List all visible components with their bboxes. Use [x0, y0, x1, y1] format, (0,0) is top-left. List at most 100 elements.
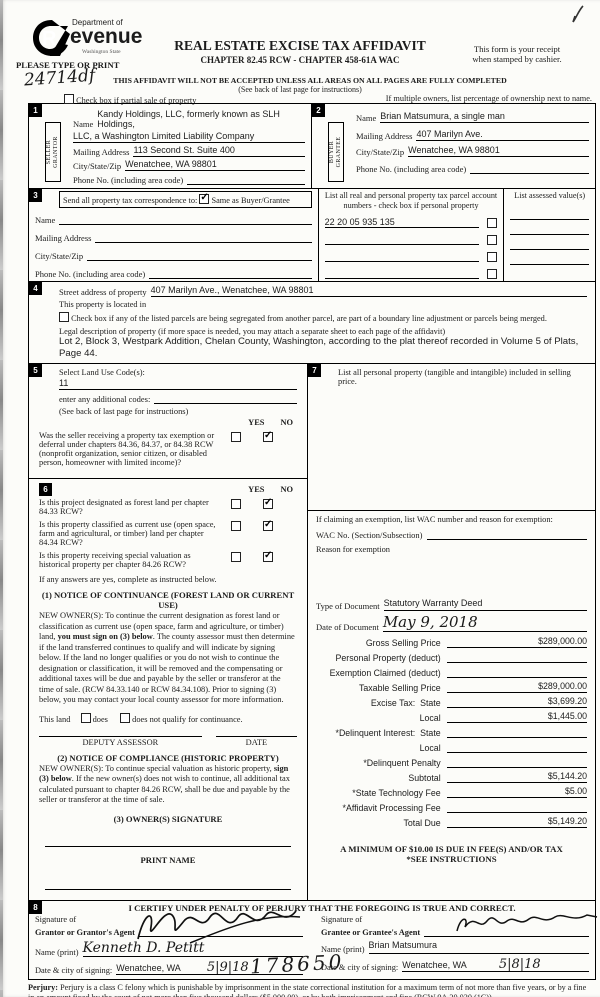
partial-sale-checkbox[interactable] [64, 94, 74, 104]
see-back-instructions: (See back of last page for instructions) [59, 407, 189, 416]
section-1-badge: 1 [29, 104, 42, 117]
historic-no-checkbox[interactable] [263, 550, 274, 562]
notice2-bold: sign (3) below [39, 763, 289, 784]
buyer-name-label: Name [356, 113, 377, 123]
parcel-numbers-column: List all real and personal property tax … [317, 189, 505, 281]
buyer-name-field[interactable]: Brian Matsumura, a single man [380, 111, 589, 123]
delinquent-interest-local-field[interactable] [446, 741, 587, 753]
reason-label: Reason for exemption [316, 545, 390, 554]
grantee-name-print-value: Brian Matsumura [368, 939, 438, 950]
corr-mailing-label: Mailing Address [35, 233, 92, 243]
historic-yes-checkbox[interactable] [231, 552, 242, 562]
additional-codes-field[interactable] [154, 392, 298, 404]
delinquent-penalty-field[interactable] [446, 756, 587, 768]
seller-city-field[interactable]: Wenatchee, WA 98801 [125, 159, 305, 171]
assessed-field-1[interactable] [510, 205, 589, 220]
seller-mailing-field[interactable]: 113 Second St. Suite 400 [133, 145, 305, 157]
forest-no-checkbox[interactable] [263, 497, 274, 509]
section-7-badge: 7 [308, 364, 322, 377]
grantee-signature-field[interactable] [424, 924, 589, 937]
partial-sale-label: Check box if partial sale of property [76, 96, 197, 105]
corr-mailing-field[interactable] [95, 231, 312, 243]
same-as-buyer-checkbox[interactable] [199, 192, 210, 204]
treasurer-stamp-number: 178650 [249, 949, 345, 979]
corr-phone-field[interactable] [149, 267, 312, 279]
grantee-date-field[interactable]: Wenatchee, WA 5|8|18 [402, 957, 589, 972]
parcel-field-4[interactable] [324, 268, 480, 279]
owner-signature-field[interactable] [45, 824, 292, 847]
state-technology-fee-field[interactable]: $5.00 [446, 786, 587, 798]
subtotal-field[interactable]: $5,144.20 [446, 771, 587, 783]
parcel-personal-checkbox-3[interactable] [487, 251, 498, 262]
parcel-field-3[interactable] [324, 251, 480, 262]
exemption-claimed-field[interactable] [446, 666, 587, 678]
print-name-field[interactable] [45, 865, 292, 890]
grantor-signature-icon [137, 909, 301, 944]
land-use-field[interactable]: 11 [59, 378, 298, 390]
corr-city-field[interactable] [87, 249, 312, 261]
corr-name-field[interactable] [59, 213, 312, 225]
seller-phone-field[interactable] [187, 173, 305, 185]
excise-tax-local-field[interactable]: $1,445.00 [446, 711, 587, 723]
not-accepted-warning: THIS AFFIDAVIT WILL NOT BE ACCEPTED UNLE… [113, 76, 507, 85]
buyer-mailing-field[interactable]: 407 Marilyn Ave. [416, 129, 589, 141]
grantee-name-print-field[interactable]: Brian Matsumura [368, 939, 589, 954]
doc-date-label: Date of Document [316, 622, 379, 632]
current-use-yes-checkbox[interactable] [231, 521, 242, 531]
right-column: 7 List all personal property (tangible a… [308, 364, 595, 900]
assessor-date-line: DATE [215, 735, 298, 747]
gross-selling-price-field[interactable]: $289,000.00 [446, 636, 587, 648]
grantor-date-field[interactable]: Wenatchee, WA 5|9|18 [116, 960, 303, 975]
segregated-checkbox[interactable] [59, 312, 69, 322]
form-body: 1 SELLER GRANTOR Name Kandy Holdings, LL… [28, 103, 598, 980]
forest-yes-checkbox[interactable] [231, 499, 242, 509]
assessed-field-4[interactable] [510, 250, 589, 265]
reason-field[interactable] [316, 554, 587, 594]
land-use-label: Select Land Use Code(s): [59, 368, 145, 377]
property-description-row: 4 Street address of property 407 Marilyn… [29, 282, 595, 364]
parcel-personal-checkbox-2[interactable] [487, 234, 498, 245]
wac-field[interactable] [426, 528, 587, 540]
buyer-city-field[interactable]: Wenatchee, WA 98801 [408, 145, 589, 157]
grantor-name-print-value: Kenneth D. Petitt [82, 939, 205, 956]
section-2-badge: 2 [312, 104, 325, 117]
notice-continuance-title: (1) NOTICE OF CONTINUANCE (FOREST LAND O… [41, 590, 295, 610]
grantee-signature-block: Signature of Grantee or Grantee's Agent … [321, 913, 598, 975]
grantee-date-label: Date & city of signing: [321, 962, 399, 972]
total-due-field[interactable]: $5,149.20 [446, 816, 587, 828]
price-label: Exemption Claimed (deduct) [329, 668, 441, 678]
forest-land-question: Is this project designated as forest lan… [39, 498, 209, 516]
seller-mailing-label: Mailing Address [73, 147, 130, 157]
affidavit-processing-fee-field[interactable] [446, 801, 587, 813]
price-value: $289,000.00 [538, 681, 587, 691]
grantor-signature-field[interactable] [138, 924, 303, 937]
section-3-badge: 3 [29, 189, 42, 202]
street-address-field[interactable]: 407 Marilyn Ave., Wenatchee, WA 98801 [150, 285, 587, 297]
correspondence-header-label: Send all property tax correspondence to: [63, 196, 198, 205]
does-checkbox[interactable] [80, 712, 91, 723]
parcel-personal-checkbox-4[interactable] [487, 268, 498, 279]
assessed-field-2[interactable] [510, 220, 589, 235]
current-use-no-checkbox[interactable] [263, 519, 274, 531]
delinquent-interest-state-field[interactable] [446, 726, 587, 738]
buyer-phone-field[interactable] [470, 162, 589, 174]
does-not-checkbox[interactable] [120, 712, 131, 723]
see-instructions-note: *SEE INSTRUCTIONS [406, 854, 497, 864]
parcel-field-2[interactable] [324, 234, 480, 245]
doc-type-field[interactable]: Statutory Warranty Deed [383, 598, 587, 611]
seller-name-field[interactable]: LLC, a Washington Limited Liability Comp… [73, 131, 305, 143]
assessed-field-3[interactable] [510, 235, 589, 250]
price-label: Local [419, 743, 441, 753]
taxable-selling-price-field[interactable]: $289,000.00 [446, 681, 587, 693]
parcel-field-1[interactable]: 22 20 05 935 135 [324, 217, 480, 228]
buyer-city-label: City/State/Zip [356, 147, 405, 157]
exemption-yes-checkbox[interactable] [231, 432, 242, 442]
grantor-name-print-field[interactable]: Kenneth D. Petitt [82, 939, 303, 957]
parcel-personal-checkbox-1[interactable] [487, 217, 498, 228]
doc-date-field[interactable]: May 9, 2018 [382, 613, 587, 632]
exemption-no-checkbox[interactable] [263, 430, 274, 442]
personal-property-deduct-field[interactable] [446, 651, 587, 663]
certification-row: 8 I CERTIFY UNDER PENALTY OF PERJURY THA… [29, 900, 598, 979]
excise-tax-state-field[interactable]: $3,699.20 [446, 696, 587, 708]
